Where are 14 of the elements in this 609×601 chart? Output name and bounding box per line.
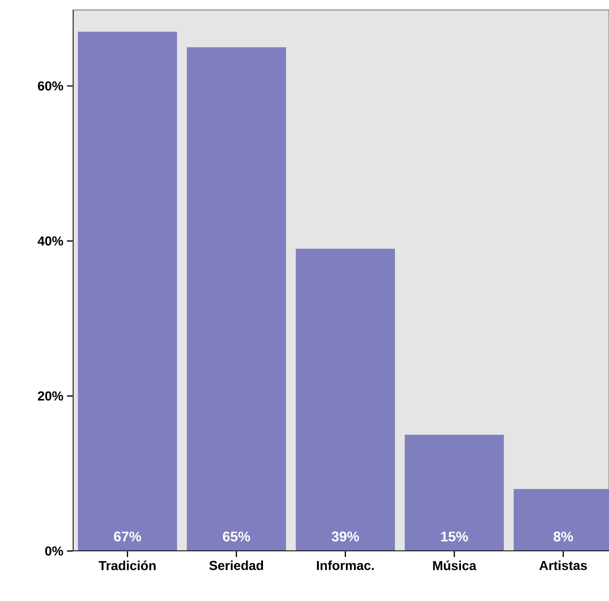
x-tick-label: Seriedad xyxy=(209,560,264,570)
data-label: 67% xyxy=(114,532,142,542)
y-tick-label: 40% xyxy=(38,236,64,246)
y-tick-label: 0% xyxy=(45,546,64,556)
data-label: 39% xyxy=(332,532,359,542)
data-label: 15% xyxy=(441,532,468,542)
data-label: 8% xyxy=(554,532,573,542)
data-label: 65% xyxy=(222,532,250,542)
x-tick-label: Música xyxy=(433,560,476,570)
x-tick-label: Artistas xyxy=(539,560,587,570)
y-tick-label: 60% xyxy=(38,81,64,91)
x-tick-label: Informac. xyxy=(316,560,374,570)
y-tick-label: 20% xyxy=(38,391,64,401)
x-tick-label: Tradición xyxy=(98,560,156,570)
